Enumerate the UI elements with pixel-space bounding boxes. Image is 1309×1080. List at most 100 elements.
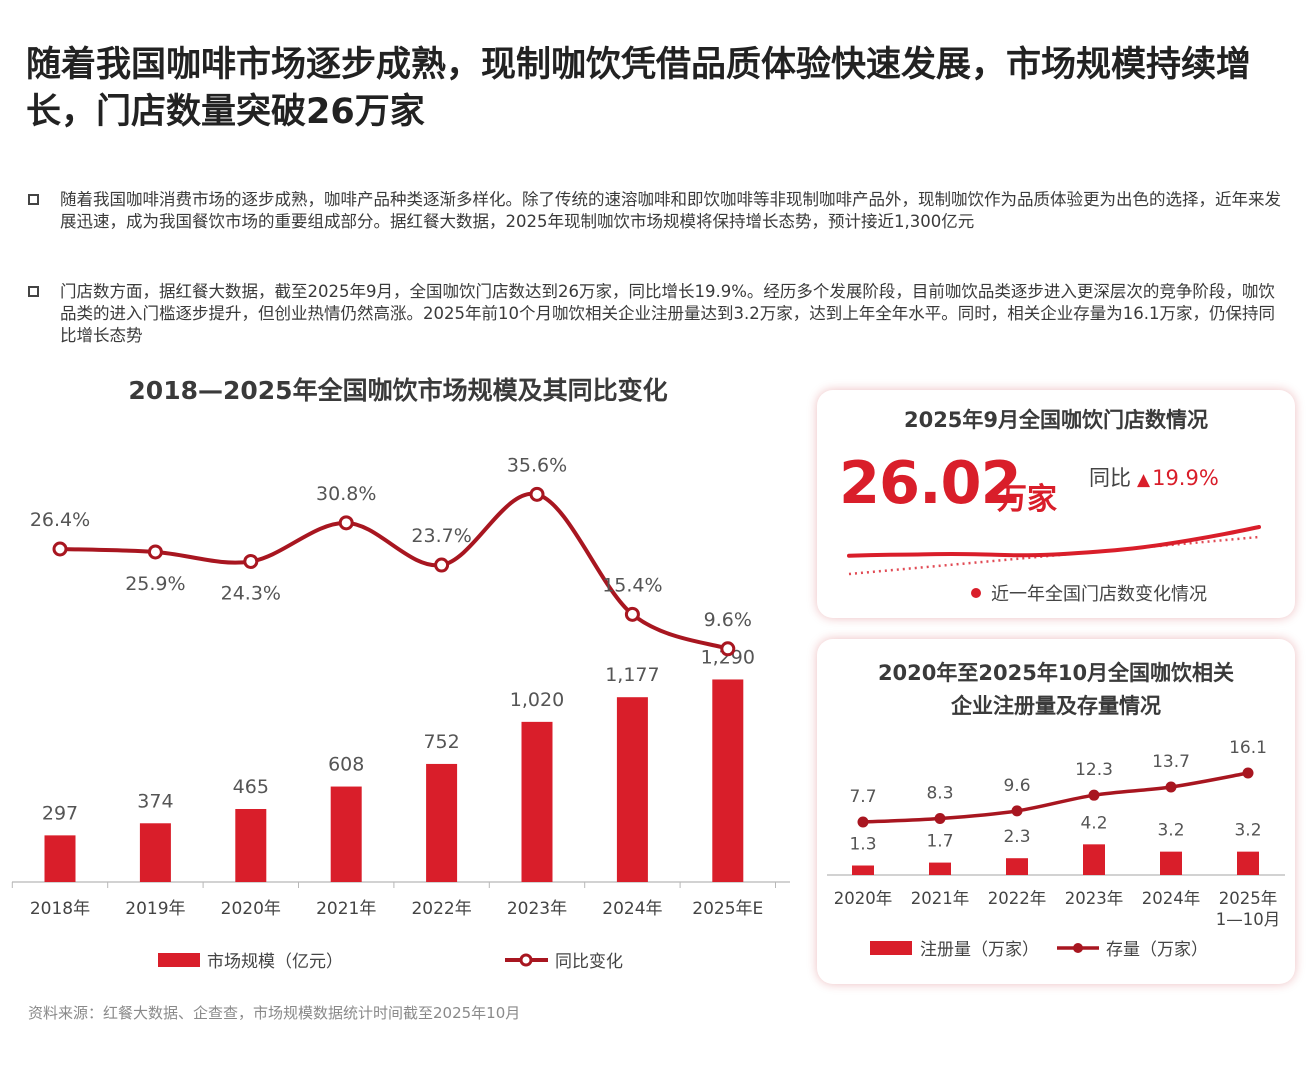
stock-point <box>1165 781 1177 793</box>
stock-value-label: 16.1 <box>1229 738 1267 758</box>
store-trend-sparkline <box>847 525 1261 576</box>
paragraph-market-size: 随着我国咖啡消费市场的逐步成熟，咖啡产品种类逐渐多样化。除了传统的速溶咖啡和即饮… <box>28 189 1283 233</box>
market-size-chart: 2018年 2019年 2020年 2021年 2022年 2023年 2024年 2025年… <box>11 454 790 972</box>
legend-bar-label: 注册量（万家） <box>920 940 1039 960</box>
bar-value-label: 1,177 <box>605 664 659 686</box>
x-tick-label: 2022年 <box>988 889 1047 908</box>
yoy-value-label: 9.6% <box>704 609 752 631</box>
yoy-point <box>52 541 68 557</box>
market-chart-title: 2018—2025年全国咖饮市场规模及其同比变化 <box>128 376 668 405</box>
stock-value-label: 7.7 <box>849 787 876 807</box>
stock-point <box>857 816 869 828</box>
legend-line-marker <box>519 953 533 967</box>
yoy-value-label: 30.8% <box>316 483 376 505</box>
red-dot-icon <box>971 588 981 598</box>
yoy-value-label: 24.3% <box>221 582 281 604</box>
headline: 随着我国咖啡市场逐步成熟，现制咖饮凭借品质体验快速发展，市场规模持续增长，门店数… <box>26 45 1252 132</box>
store-card-title: 2025年9月全国咖饮门店数情况 <box>903 408 1209 432</box>
market-size-bar <box>44 835 76 882</box>
yoy-change: 同比 ▲19.9% <box>1089 462 1219 492</box>
bar-value-label: 752 <box>423 731 459 753</box>
store-trend-line <box>847 525 1261 558</box>
bar-value-label: 1,020 <box>510 689 564 711</box>
square-bullet-icon <box>28 286 39 297</box>
registration-bar <box>852 865 874 875</box>
legend-line-marker <box>1073 943 1083 953</box>
store-count-card: 2025年9月全国咖饮门店数情况 26.02 万家 同比 ▲19.9% 近一年全国… <box>817 390 1295 618</box>
x-tick-label: 2023年 <box>507 899 567 919</box>
registration-value-label: 1.3 <box>849 835 876 855</box>
x-tick-label: 2020年 <box>834 889 893 908</box>
yoy-line <box>59 491 729 651</box>
registration-bar <box>929 862 951 875</box>
market-size-bar <box>235 808 267 882</box>
x-tick-label: 2024年 <box>602 899 662 919</box>
registration-bar <box>1160 851 1182 875</box>
registration-value-label: 3.2 <box>1157 821 1184 841</box>
yoy-point <box>434 557 450 573</box>
x-tick-label: 1—10月 <box>1216 910 1281 929</box>
market-size-bar <box>712 679 744 882</box>
registration-card-title: 2020年至2025年10月全国咖饮相关企业注册量及存量情况 <box>877 661 1235 718</box>
x-tick-label: 2021年 <box>911 889 970 908</box>
market-size-bar <box>139 823 171 882</box>
registration-card: 2020年 2021年 2022年 2023年 2024年 2025年 1—10月 1.3 1.… <box>817 639 1295 984</box>
market-size-bar <box>521 721 553 882</box>
registration-chart: 2020年 2021年 2022年 2023年 2024年 2025年 1—10月 1.3 1.… <box>827 738 1285 960</box>
yoy-value-label: 25.9% <box>125 573 185 595</box>
stock-point <box>1088 789 1100 801</box>
paragraph-text: 门店数方面，据红餐大数据，截至2025年9月，全国咖饮门店数达到26万家，同比增… <box>60 282 1275 345</box>
x-tick-label: 2023年 <box>1065 889 1124 908</box>
x-tick-label: 2025年E <box>692 899 763 919</box>
yoy-value: 19.9% <box>1152 466 1219 490</box>
bar-value-label: 374 <box>137 790 173 812</box>
store-count-unit: 万家 <box>997 482 1057 517</box>
x-tick-label: 2018年 <box>30 899 90 919</box>
yoy-value-label: 35.6% <box>507 454 567 476</box>
yoy-value-label: 26.4% <box>30 509 90 531</box>
sparkline-legend-label: 近一年全国门店数变化情况 <box>991 584 1207 605</box>
stock-value-label: 12.3 <box>1075 760 1113 780</box>
stock-value-label: 8.3 <box>926 784 953 804</box>
bar-value-label: 608 <box>328 754 364 776</box>
registration-bar <box>1237 851 1259 875</box>
legend-bar-swatch <box>870 941 912 955</box>
registration-value-label: 3.2 <box>1234 821 1261 841</box>
market-size-bar <box>330 786 362 882</box>
legend-bar-swatch <box>158 953 200 967</box>
yoy-point <box>243 553 259 569</box>
source-note: 资料来源：红餐大数据、企查查，市场规模数据统计时间截至2025年10月 <box>28 1004 521 1022</box>
registration-value-label: 2.3 <box>1003 827 1030 847</box>
market-size-bar <box>426 763 458 882</box>
registration-value-label: 1.7 <box>926 832 953 852</box>
yoy-point <box>624 606 640 622</box>
x-tick-label: 2019年 <box>125 899 185 919</box>
stock-value-label: 13.7 <box>1152 752 1190 772</box>
registration-bar <box>1006 858 1028 875</box>
x-tick-label: 2022年 <box>411 899 471 919</box>
yoy-point <box>720 641 736 657</box>
x-tick-label: 2025年 <box>1219 889 1278 908</box>
yoy-point <box>338 515 354 531</box>
x-tick-label: 2021年 <box>316 899 376 919</box>
yoy-value-label: 23.7% <box>411 525 471 547</box>
paragraph-store-count: 门店数方面，据红餐大数据，截至2025年9月，全国咖饮门店数达到26万家，同比增… <box>28 281 1283 347</box>
square-bullet-icon <box>28 194 39 205</box>
bar-value-label: 465 <box>233 776 269 798</box>
market-size-bar <box>616 697 648 882</box>
legend-bar-label: 市场规模（亿元） <box>207 952 343 972</box>
registration-value-label: 4.2 <box>1080 813 1107 833</box>
sparkline-legend: 近一年全国门店数变化情况 <box>971 580 1207 606</box>
stock-point <box>934 813 946 825</box>
bar-value-label: 297 <box>42 802 78 824</box>
store-count-value: 26.02 <box>839 448 1022 517</box>
x-tick-label: 2024年 <box>1142 889 1201 908</box>
stock-line <box>862 771 1249 824</box>
bar-value-label: 1,290 <box>701 646 755 668</box>
stock-point <box>1242 767 1254 779</box>
yoy-value-label: 15.4% <box>602 574 662 596</box>
stock-value-label: 9.6 <box>1003 776 1030 796</box>
paragraph-text: 随着我国咖啡消费市场的逐步成熟，咖啡产品种类逐渐多样化。除了传统的速溶咖啡和即饮… <box>60 190 1281 231</box>
stock-point <box>1011 805 1023 817</box>
registration-bar <box>1083 844 1105 875</box>
